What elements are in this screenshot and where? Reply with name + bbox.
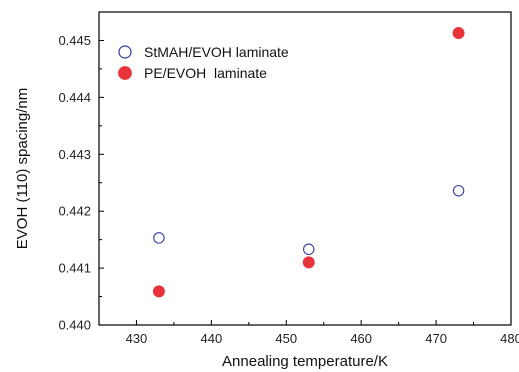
- y-tick-label: 0.442: [58, 204, 91, 219]
- x-tick-label: 470: [425, 331, 447, 346]
- plot-frame: [98, 11, 512, 326]
- y-tick-label: 0.440: [58, 318, 91, 333]
- y-tick-label: 0.443: [58, 147, 91, 162]
- data-points: [152, 27, 465, 298]
- x-tick-label: 460: [350, 331, 372, 346]
- data-point-pe-evoh: [302, 256, 315, 269]
- data-point-stmah-evoh: [302, 243, 315, 256]
- legend-marker-pe-evoh: [118, 66, 132, 80]
- x-tick-label: 440: [201, 331, 223, 346]
- x-tick-label: 450: [275, 331, 297, 346]
- y-axis-ticks: 0.440 0.441 0.442 0.443 0.444 0.445: [58, 33, 104, 333]
- y-tick-label: 0.444: [58, 90, 91, 105]
- x-tick-label: 480: [500, 331, 519, 346]
- data-point-pe-evoh: [452, 27, 465, 40]
- x-tick-label: 430: [126, 331, 148, 346]
- y-axis-label: EVOH (110) spacing/nm: [14, 88, 31, 249]
- y-tick-label: 0.445: [58, 33, 91, 48]
- data-point-pe-evoh: [152, 285, 165, 298]
- legend-label-pe-evoh: PE/EVOH laminate: [144, 65, 267, 81]
- y-tick-label: 0.441: [58, 261, 91, 276]
- x-axis-ticks: 430 440 450 460 470 480: [126, 320, 519, 346]
- data-point-stmah-evoh: [153, 232, 165, 244]
- x-axis-label: Annealing temperature/K: [222, 353, 388, 370]
- data-point-stmah-evoh: [452, 184, 465, 197]
- legend-marker-stmah-evoh: [118, 45, 132, 59]
- legend: StMAH/EVOH laminate PE/EVOH laminate: [118, 44, 289, 81]
- legend-label-stmah-evoh: StMAH/EVOH laminate: [144, 44, 289, 60]
